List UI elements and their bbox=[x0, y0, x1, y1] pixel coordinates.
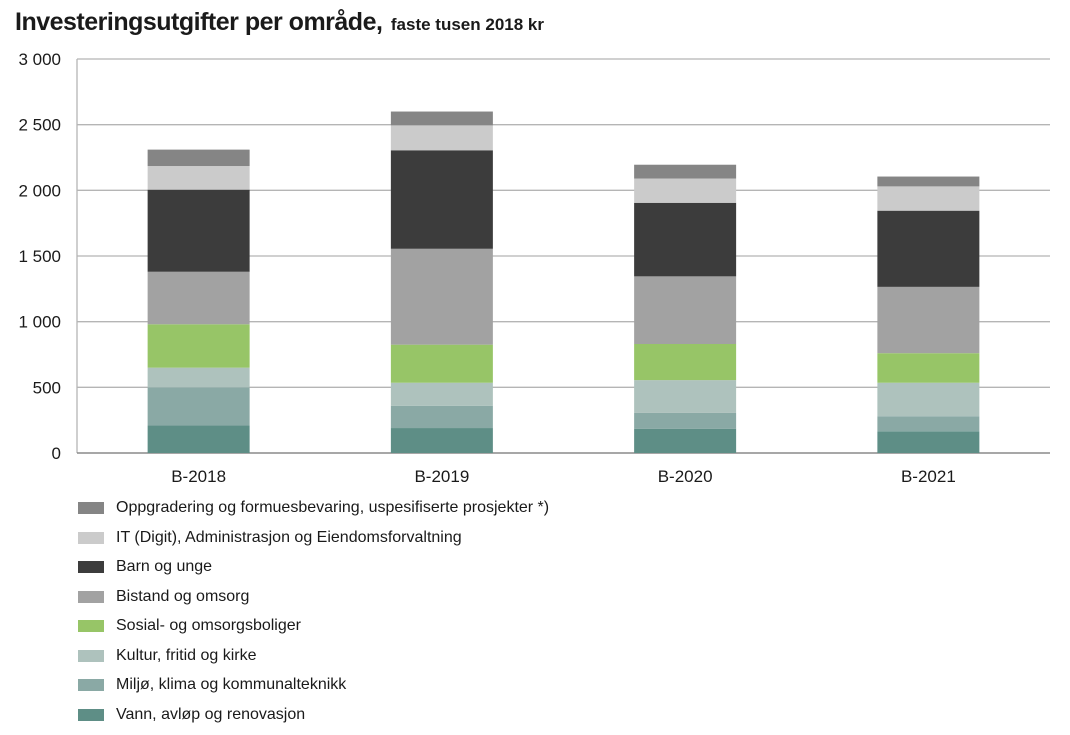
bar-segment-b-2020-s1 bbox=[634, 412, 737, 429]
bar-segment-b-2019-s4 bbox=[390, 248, 493, 345]
x-tick-label: B-2018 bbox=[171, 467, 226, 486]
legend-item: Kultur, fritid og kirke bbox=[78, 644, 257, 668]
bar-segment-b-2018-s2 bbox=[147, 367, 250, 388]
bar-segment-b-2021-s7 bbox=[877, 176, 980, 187]
bar-segment-b-2021-s0 bbox=[877, 431, 980, 453]
bar-segment-b-2019-s5 bbox=[390, 150, 493, 249]
legend-label: Oppgradering og formuesbevaring, uspesif… bbox=[116, 499, 550, 516]
bar-segment-b-2018-s5 bbox=[147, 189, 250, 272]
bar-segment-b-2019-s3 bbox=[390, 344, 493, 383]
legend-swatch bbox=[78, 708, 104, 721]
bar-segment-b-2020-s3 bbox=[634, 343, 737, 381]
legend-swatch bbox=[78, 561, 104, 573]
legend-swatch bbox=[78, 531, 104, 544]
legend-item: Bistand og omsorg bbox=[78, 585, 249, 609]
legend-item: Vann, avløp og renovasjon bbox=[78, 703, 305, 727]
bar-segment-b-2020-s4 bbox=[634, 276, 737, 344]
legend-item: IT (Digit), Administrasjon og Eiendomsfo… bbox=[78, 526, 462, 550]
y-tick-label: 0 bbox=[52, 444, 61, 463]
legend-label: Sosial- og omsorgsboliger bbox=[116, 617, 301, 634]
bar-segment-b-2019-s7 bbox=[390, 111, 493, 126]
legend-swatch bbox=[78, 620, 104, 632]
x-tick-label: B-2019 bbox=[414, 467, 469, 486]
legend-swatch bbox=[78, 502, 104, 514]
legend-label: Vann, avløp og renovasjon bbox=[116, 705, 306, 723]
legend-label: Bistand og omsorg bbox=[116, 587, 250, 605]
bar-segment-b-2019-s2 bbox=[390, 382, 493, 406]
y-tick-label: 1 500 bbox=[18, 247, 61, 266]
bar-segment-b-2021-s6 bbox=[877, 186, 980, 211]
x-tick-label: B-2020 bbox=[658, 467, 713, 486]
bar-segment-b-2019-s6 bbox=[390, 125, 493, 151]
bar-segment-b-2020-s5 bbox=[634, 202, 737, 277]
x-tick-label: B-2021 bbox=[901, 467, 956, 486]
bar-segment-b-2018-s0 bbox=[147, 425, 250, 453]
legend-item: Miljø, klima og kommunalteknikk bbox=[78, 673, 346, 697]
bar-segment-b-2021-s4 bbox=[877, 286, 980, 354]
legend-item: Oppgradering og formuesbevaring, uspesif… bbox=[78, 496, 549, 520]
legend-item: Barn og unge bbox=[78, 555, 212, 579]
legend-item: Sosial- og omsorgsboliger bbox=[78, 614, 301, 638]
legend-label: Barn og unge bbox=[116, 558, 213, 575]
bar-segment-b-2020-s7 bbox=[634, 164, 737, 179]
y-tick-label: 2 500 bbox=[18, 116, 61, 135]
bar-segment-b-2019-s0 bbox=[390, 428, 493, 453]
y-tick-label: 500 bbox=[33, 378, 61, 397]
y-tick-label: 2 000 bbox=[18, 181, 61, 200]
legend-label: Kultur, fritid og kirke bbox=[116, 646, 257, 664]
bar-segment-b-2020-s6 bbox=[634, 178, 737, 203]
bar-segment-b-2021-s5 bbox=[877, 210, 980, 287]
stacked-bar-chart: 0 500 1 000 1 500 2 000 2 500 3 000 B-2018 B-201… bbox=[18, 50, 1050, 486]
bar-segment-b-2018-s1 bbox=[147, 387, 250, 426]
bar-segment-b-2018-s3 bbox=[147, 324, 250, 368]
bar-segment-b-2019-s1 bbox=[390, 405, 493, 429]
legend-label: Miljø, klima og kommunalteknikk bbox=[116, 676, 347, 693]
bar-segment-b-2021-s3 bbox=[877, 353, 980, 383]
chart-title-main: Investeringsutgifter per område, bbox=[15, 8, 383, 36]
legend-swatch bbox=[78, 590, 104, 603]
bar-segment-b-2021-s2 bbox=[877, 382, 980, 417]
legend-swatch bbox=[78, 679, 104, 691]
legend-swatch bbox=[78, 649, 104, 662]
chart-title-unit: faste tusen 2018 kr bbox=[390, 15, 544, 34]
bar-segment-b-2018-s7 bbox=[147, 149, 250, 167]
bar-segment-b-2018-s4 bbox=[147, 271, 250, 325]
y-tick-label: 3 000 bbox=[18, 50, 61, 69]
bar-segment-b-2018-s6 bbox=[147, 166, 250, 190]
legend-label: IT (Digit), Administrasjon og Eiendomsfo… bbox=[116, 528, 462, 546]
chart-title: Investeringsutgifter per område, faste t… bbox=[15, 8, 544, 37]
bar-segment-b-2020-s2 bbox=[634, 380, 737, 413]
bar-segment-b-2021-s1 bbox=[877, 416, 980, 432]
y-tick-label: 1 000 bbox=[18, 313, 61, 332]
bar-segment-b-2020-s0 bbox=[634, 428, 737, 453]
